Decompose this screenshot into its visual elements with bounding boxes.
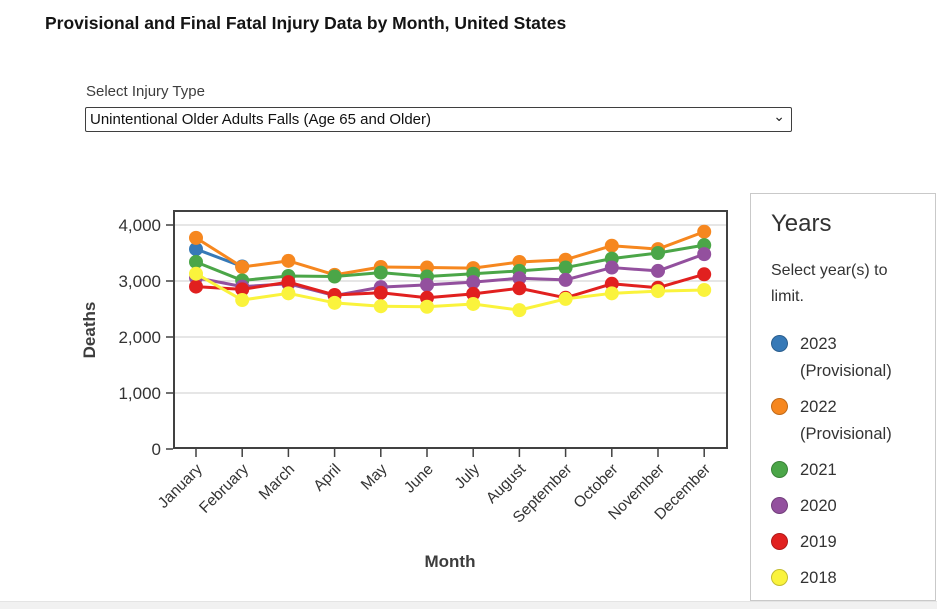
point-2019-May[interactable]: [373, 285, 388, 300]
x-tick-label: April: [310, 461, 344, 495]
page-title: Provisional and Final Fatal Injury Data …: [45, 13, 567, 33]
y-tick-label: 4,000: [118, 216, 161, 235]
point-2018-December[interactable]: [697, 282, 712, 297]
point-2019-December[interactable]: [697, 267, 712, 282]
chart-line-2022: [194, 230, 706, 277]
point-2018-September[interactable]: [558, 291, 573, 306]
point-2019-March[interactable]: [281, 275, 296, 290]
year-color-dot: [771, 532, 788, 550]
year-label: 2018: [800, 568, 837, 587]
point-2020-September[interactable]: [558, 272, 573, 287]
year-option-2018[interactable]: 2018: [771, 565, 927, 592]
years-instruction: Select year(s) to limit.: [771, 262, 888, 306]
point-2018-July[interactable]: [466, 296, 481, 311]
point-2018-June[interactable]: [420, 299, 434, 314]
point-2018-October[interactable]: [604, 286, 619, 301]
year-list: 2023 (Provisional) 2022 (Provisional) 2021…: [771, 331, 927, 592]
point-2020-October[interactable]: [604, 260, 619, 275]
point-2022-January[interactable]: [189, 230, 203, 245]
injury-type-label: Select Injury Type: [86, 83, 205, 100]
point-2020-July[interactable]: [466, 275, 481, 290]
horizontal-scrollbar[interactable]: [0, 601, 937, 609]
point-2018-April[interactable]: [327, 295, 342, 310]
y-tick-label: 2,000: [118, 328, 161, 347]
point-2022-February[interactable]: [235, 260, 250, 274]
point-2018-February[interactable]: [235, 293, 250, 308]
x-tick-label: July: [452, 461, 484, 493]
point-2022-December[interactable]: [697, 224, 712, 239]
point-2018-January[interactable]: [189, 266, 203, 281]
year-color-dot: [771, 460, 788, 478]
point-2021-November[interactable]: [651, 246, 665, 260]
x-tick-label: August: [483, 460, 530, 507]
plot-border: [173, 210, 728, 449]
x-tick-label: May: [358, 461, 391, 494]
point-2018-August[interactable]: [512, 303, 527, 318]
year-option-2019[interactable]: 2019: [771, 529, 927, 556]
x-axis-title: Month: [425, 552, 476, 571]
y-tick-label: 3,000: [118, 272, 161, 291]
x-tick-label: February: [196, 461, 252, 517]
year-label: 2021: [800, 460, 837, 479]
year-label: 2023 (Provisional): [800, 334, 892, 380]
point-2019-January[interactable]: [189, 279, 203, 294]
chart-line-2018: [194, 272, 706, 312]
year-color-dot: [771, 397, 788, 415]
point-2020-June[interactable]: [420, 277, 434, 292]
injury-type-select-wrap: Unintentional Older Adults Falls (Age 65…: [85, 107, 792, 132]
point-2023-January[interactable]: [189, 242, 203, 257]
year-label: 2022 (Provisional): [800, 397, 892, 443]
point-2020-August[interactable]: [512, 271, 527, 286]
point-2022-October[interactable]: [604, 238, 619, 253]
point-2018-November[interactable]: [651, 284, 665, 299]
point-2021-January[interactable]: [189, 254, 203, 269]
point-2022-March[interactable]: [281, 253, 296, 268]
y-axis-title: Deaths: [80, 302, 99, 359]
year-color-dot: [771, 334, 788, 352]
point-2019-July[interactable]: [466, 286, 481, 301]
y-tick-label: 0: [152, 440, 161, 459]
point-2021-September[interactable]: [558, 260, 573, 275]
chart-line-2019: [194, 272, 706, 300]
point-2021-April[interactable]: [327, 269, 342, 284]
point-2020-December[interactable]: [697, 247, 712, 262]
year-color-dot: [771, 496, 788, 514]
y-tick-label: 1,000: [118, 384, 161, 403]
years-heading: Years: [771, 210, 832, 237]
year-label: 2020: [800, 496, 837, 515]
point-2020-November[interactable]: [651, 263, 665, 278]
year-option-2023[interactable]: 2023 (Provisional): [771, 331, 927, 385]
x-tick-label: March: [256, 461, 298, 503]
point-2018-March[interactable]: [281, 286, 296, 301]
point-2018-May[interactable]: [373, 299, 388, 314]
injury-type-select[interactable]: Unintentional Older Adults Falls (Age 65…: [85, 107, 792, 132]
point-2019-February[interactable]: [235, 282, 250, 297]
years-panel: Years Select year(s) to limit. 2023 (Pro…: [750, 193, 936, 601]
x-tick-label: June: [401, 461, 437, 497]
year-option-2022[interactable]: 2022 (Provisional): [771, 394, 927, 448]
year-option-2020[interactable]: 2020: [771, 493, 927, 520]
year-option-2021[interactable]: 2021: [771, 457, 927, 484]
chart-line-2021: [194, 243, 706, 282]
point-2019-August[interactable]: [512, 281, 527, 296]
point-2021-May[interactable]: [373, 265, 388, 280]
year-label: 2019: [800, 532, 837, 551]
year-color-dot: [771, 568, 788, 586]
